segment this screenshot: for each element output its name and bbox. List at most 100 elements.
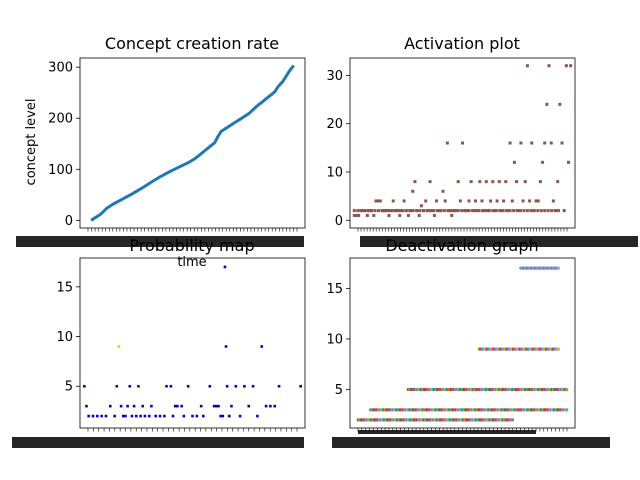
scatter-point	[512, 160, 516, 164]
y-tick-label: 100	[48, 163, 73, 178]
scatter-point	[523, 180, 527, 184]
series-line	[90, 64, 295, 222]
scatter-point	[380, 209, 384, 213]
scatter-point	[108, 404, 112, 408]
y-tick-label: 0	[65, 214, 73, 229]
scatter-point	[502, 199, 506, 203]
scatter-point	[243, 384, 246, 388]
scatter-point	[453, 209, 457, 213]
scatter-point	[165, 384, 168, 388]
scatter-point	[404, 209, 408, 213]
deactivation-graph-panel: Deactivation graph 5 10 15	[326, 236, 610, 448]
scatter-point	[547, 64, 551, 68]
scatter-point	[377, 209, 381, 213]
y-tick-label: 30	[326, 69, 343, 84]
scatter-point	[556, 266, 560, 270]
scatter-point	[415, 209, 419, 213]
scatter-point	[525, 64, 529, 68]
scatter-point	[491, 180, 495, 184]
scatter-point	[171, 414, 175, 418]
scatter-point	[469, 180, 473, 184]
scatter-point	[376, 199, 380, 203]
scatter-point	[528, 199, 532, 203]
scatter-point	[530, 141, 534, 145]
scatter-point	[545, 102, 549, 106]
scatter-point	[130, 414, 134, 418]
scatter-point	[539, 209, 543, 213]
y-tick-label: 15	[326, 282, 343, 297]
x-axis-label: time	[177, 255, 206, 270]
scatter-point	[515, 180, 519, 184]
scatter-point	[510, 199, 514, 203]
scatter-point	[373, 209, 377, 213]
scatter-point	[512, 209, 516, 213]
scatter-point	[435, 209, 439, 213]
scatter-point	[532, 209, 536, 213]
scatter-point	[549, 141, 553, 145]
scatter-point	[370, 209, 374, 213]
scatter-point	[225, 384, 229, 388]
x-tick-label-smear	[358, 430, 536, 434]
axes-frame	[79, 257, 306, 429]
scatter-point	[553, 209, 557, 213]
scatter-point	[359, 209, 363, 213]
chart-title: Concept creation rate	[105, 34, 279, 53]
x-tick-label-cluster	[16, 236, 304, 247]
scatter-point	[557, 209, 561, 213]
scatter-point	[534, 199, 538, 203]
scatter-point	[137, 384, 140, 388]
scatter-point	[482, 209, 486, 213]
scatter-point	[428, 209, 432, 213]
x-tick-label-cluster	[12, 437, 304, 448]
y-tick-label: 5	[65, 380, 73, 395]
chart-title: Probability map	[129, 236, 254, 255]
scatter-point	[550, 209, 554, 213]
activation-plot-panel: Activation plot 0 10 20 30	[326, 34, 638, 247]
probability-map-panel: Probability map 5 10 15	[12, 236, 306, 448]
scatter-point	[504, 180, 508, 184]
y-tick-label: 10	[326, 332, 343, 347]
scatter-point	[390, 209, 394, 213]
scatter-point	[432, 213, 436, 217]
scatter-point	[484, 180, 488, 184]
scatter-point	[494, 209, 498, 213]
y-tick-label: 20	[326, 117, 343, 132]
scatter-point	[424, 199, 428, 203]
scatter-point	[529, 209, 533, 213]
scatter-point	[505, 209, 509, 213]
scatter-point	[470, 209, 474, 213]
scatter-point	[397, 209, 401, 213]
scatter-point	[113, 414, 116, 418]
scatter-point	[87, 414, 90, 418]
scatter-point	[435, 199, 439, 203]
scatter-point	[558, 102, 562, 106]
scatter-point	[238, 414, 242, 418]
scatter-point	[422, 209, 426, 213]
scatter-point	[147, 414, 151, 418]
scatter-point	[363, 209, 367, 213]
scatter-point	[413, 180, 417, 184]
scatter-point	[556, 347, 560, 351]
scatter-point	[406, 213, 410, 217]
scatter-point	[221, 414, 225, 418]
scatter-point	[525, 209, 529, 213]
scatter-point	[202, 414, 205, 418]
scatter-point	[173, 404, 177, 408]
scatter-point	[121, 414, 125, 418]
x-tick-label-cluster	[360, 236, 638, 247]
scatter-point	[186, 384, 190, 388]
scatter-point	[141, 404, 145, 408]
scatter-point	[487, 209, 491, 213]
scatter-point	[154, 414, 158, 418]
scatter-point	[100, 414, 103, 418]
scatter-point	[522, 209, 526, 213]
scatter-point	[199, 404, 203, 408]
scatter-point	[104, 414, 108, 418]
scatter-point	[508, 209, 512, 213]
scatter-point	[491, 209, 495, 213]
scatter-point	[264, 404, 268, 408]
scatter-point	[501, 209, 505, 213]
scatter-point	[132, 404, 136, 408]
scatter-point	[247, 404, 251, 408]
y-tick-label: 200	[48, 112, 73, 127]
